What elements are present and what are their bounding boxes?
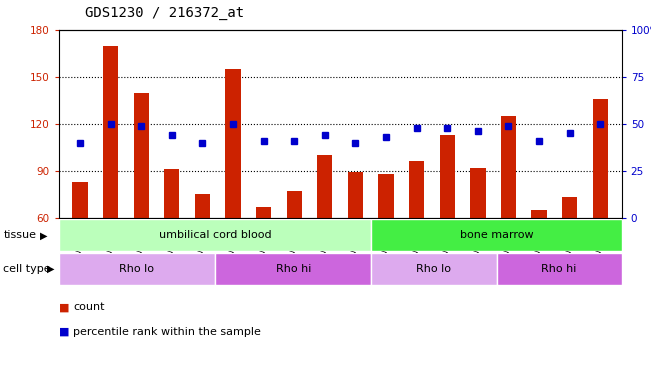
Text: ▶: ▶ bbox=[40, 230, 48, 240]
Bar bbox=[501, 116, 516, 218]
Bar bbox=[317, 155, 333, 218]
Bar bbox=[372, 219, 622, 251]
Bar bbox=[225, 69, 241, 218]
Text: tissue: tissue bbox=[3, 230, 36, 240]
Bar bbox=[470, 168, 486, 217]
Bar bbox=[133, 93, 149, 218]
Text: GDS1230 / 216372_at: GDS1230 / 216372_at bbox=[85, 6, 243, 20]
Bar bbox=[348, 172, 363, 217]
Bar bbox=[72, 182, 88, 218]
Bar bbox=[215, 253, 372, 285]
Text: bone marrow: bone marrow bbox=[460, 230, 533, 240]
Bar bbox=[439, 135, 455, 218]
Text: ▶: ▶ bbox=[47, 264, 55, 274]
Text: Rho lo: Rho lo bbox=[119, 264, 154, 274]
Text: Rho hi: Rho hi bbox=[275, 264, 311, 274]
Bar bbox=[103, 46, 118, 218]
Bar bbox=[195, 194, 210, 217]
Bar bbox=[592, 99, 608, 218]
Text: ■: ■ bbox=[59, 303, 69, 312]
Bar bbox=[286, 191, 302, 217]
Text: ■: ■ bbox=[59, 327, 69, 337]
Bar bbox=[409, 161, 424, 218]
Bar bbox=[378, 174, 394, 217]
Bar bbox=[256, 207, 271, 218]
Text: cell type: cell type bbox=[3, 264, 51, 274]
Bar bbox=[497, 253, 622, 285]
Text: umbilical cord blood: umbilical cord blood bbox=[159, 230, 271, 240]
Bar bbox=[59, 219, 372, 251]
Bar bbox=[59, 253, 215, 285]
Text: count: count bbox=[73, 303, 104, 312]
Bar bbox=[562, 197, 577, 217]
Text: Rho hi: Rho hi bbox=[542, 264, 577, 274]
Text: percentile rank within the sample: percentile rank within the sample bbox=[73, 327, 261, 337]
Bar bbox=[531, 210, 547, 218]
Bar bbox=[372, 253, 497, 285]
Bar bbox=[164, 169, 180, 217]
Text: Rho lo: Rho lo bbox=[417, 264, 452, 274]
